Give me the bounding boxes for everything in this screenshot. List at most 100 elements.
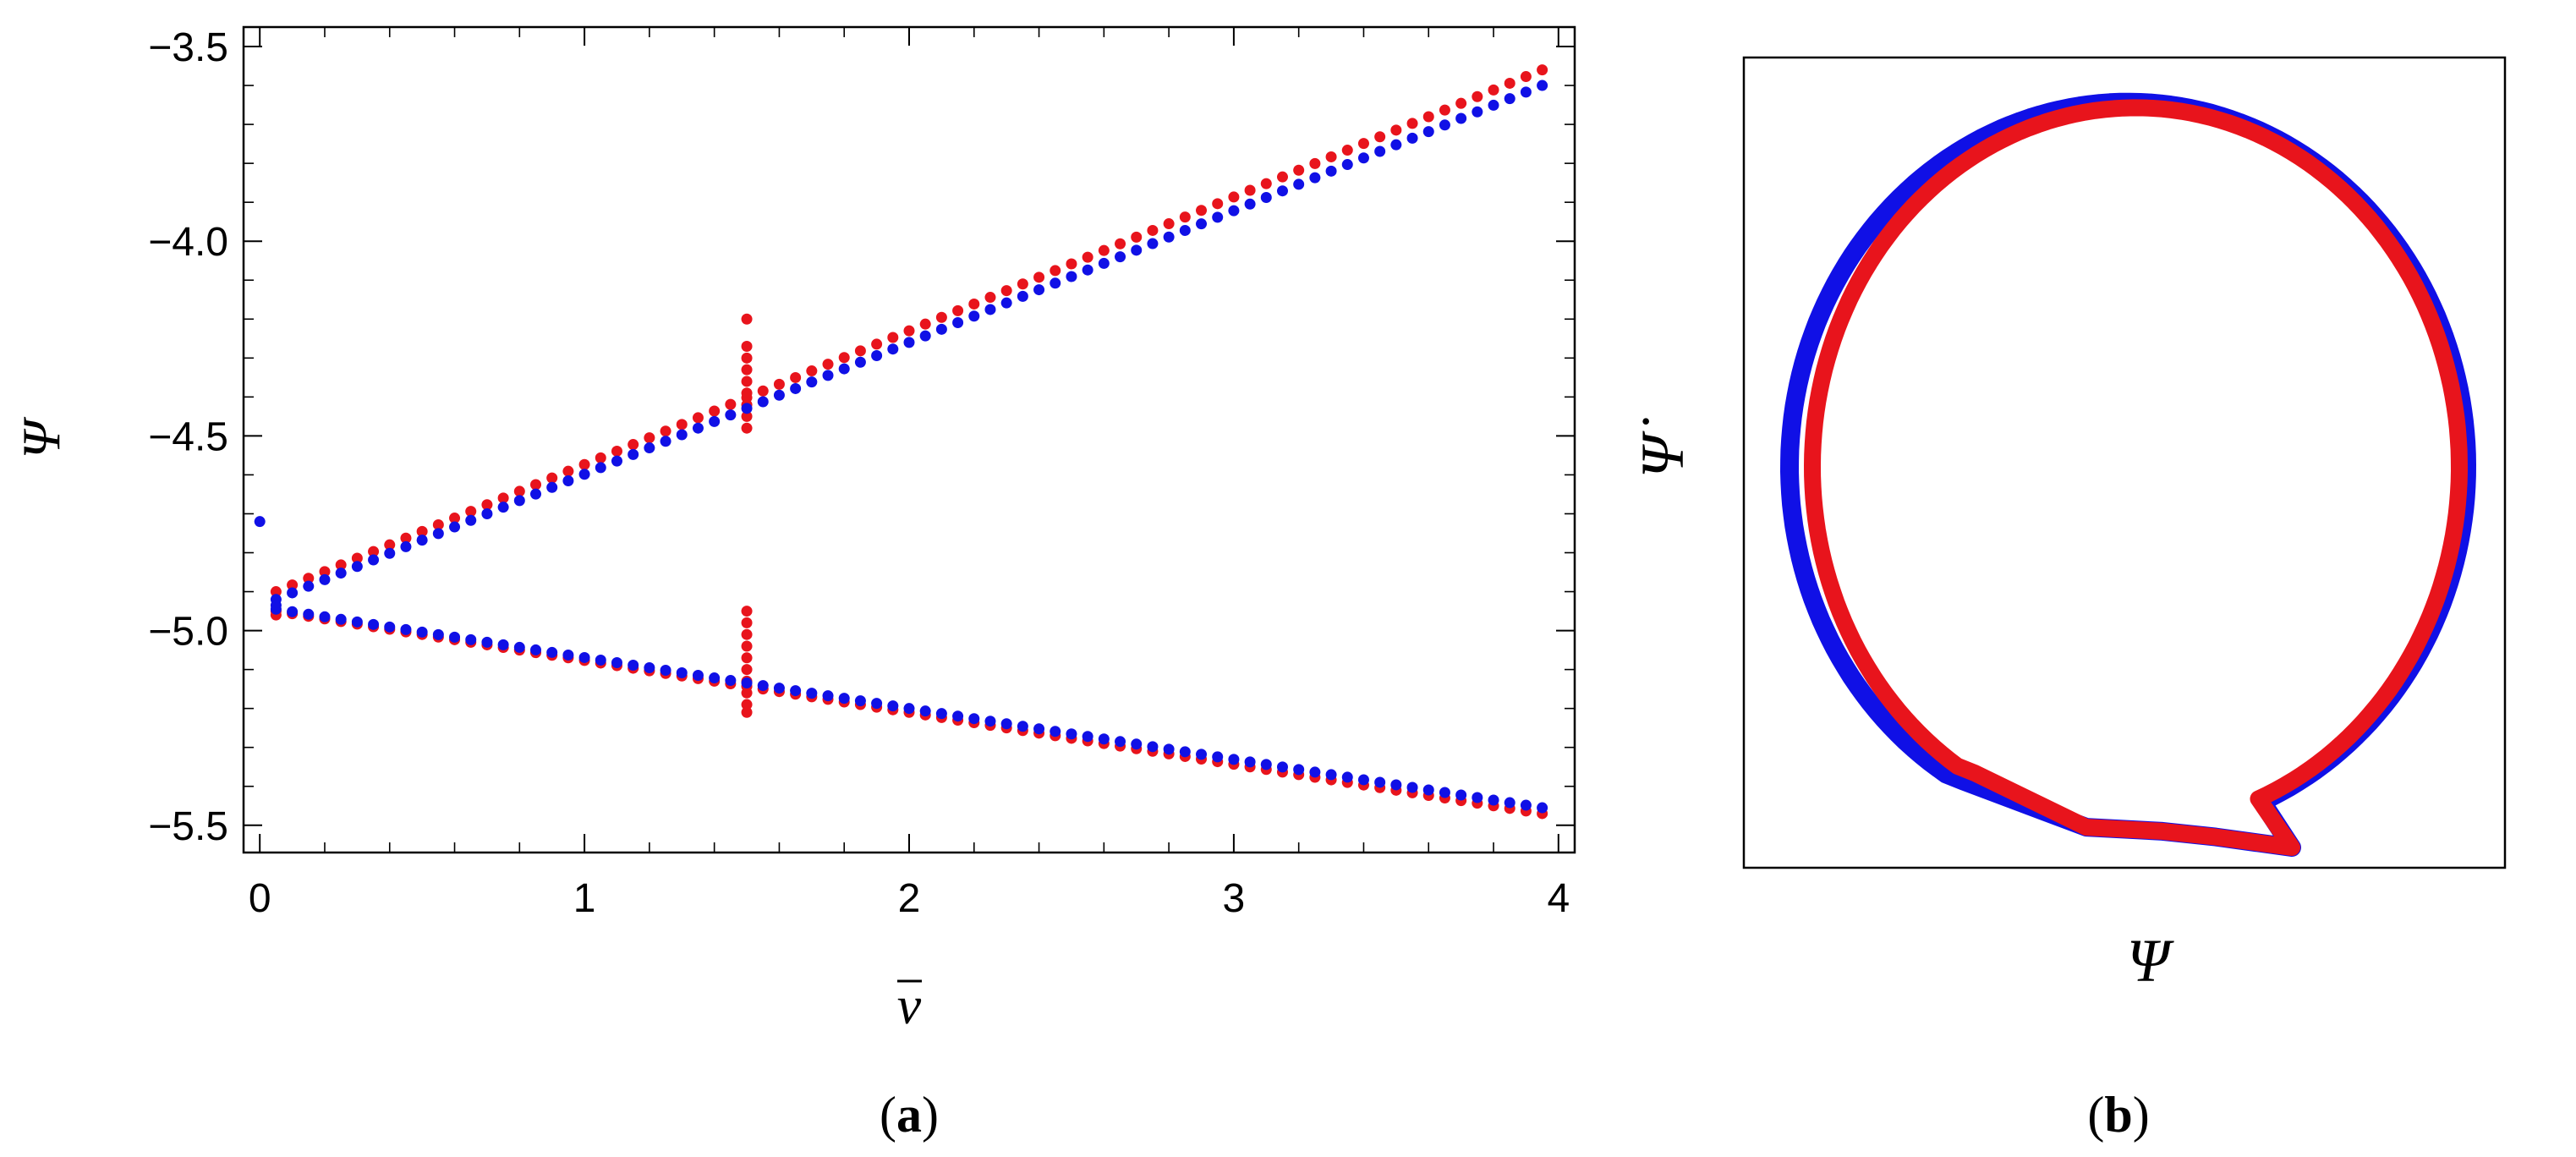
data-point: [449, 521, 461, 533]
data-point: [1098, 733, 1110, 745]
data-point: [903, 337, 915, 348]
data-point: [773, 683, 785, 694]
data-point: [1228, 754, 1240, 765]
data-point: [449, 631, 461, 643]
data-point: [984, 716, 996, 727]
data-point: [1341, 159, 1353, 171]
data-point: [1537, 802, 1548, 814]
data-point: [741, 313, 753, 325]
data-point: [384, 539, 396, 551]
data-point: [1131, 738, 1143, 750]
data-point: [1179, 224, 1191, 236]
data-point: [806, 376, 818, 388]
data-point: [1390, 139, 1402, 151]
data-point: [1260, 192, 1272, 204]
data-point: [1406, 132, 1418, 144]
data-point: [952, 710, 964, 722]
data-point: [757, 680, 769, 692]
data-point: [611, 445, 622, 457]
data-point: [303, 608, 315, 620]
data-point: [1309, 172, 1321, 184]
data-point: [757, 396, 769, 408]
data-point: [822, 359, 834, 370]
data-point: [871, 698, 883, 710]
data-point: [1520, 71, 1532, 83]
data-point: [741, 422, 753, 434]
data-point: [1050, 277, 1061, 289]
data-point: [432, 518, 444, 530]
data-point: [562, 649, 574, 661]
data-point: [644, 432, 655, 444]
data-point: [578, 651, 590, 663]
data-point: [1000, 285, 1012, 297]
data-point: [513, 641, 525, 653]
data-point: [1472, 792, 1483, 803]
data-point: [1520, 799, 1532, 811]
data-point: [1439, 787, 1450, 798]
data-point: [806, 365, 818, 377]
data-point: [741, 403, 753, 414]
data-point: [806, 688, 818, 699]
data-point: [968, 310, 980, 322]
data-point: [1147, 238, 1159, 249]
data-point: [1163, 218, 1175, 230]
data-point: [854, 356, 866, 368]
data-point: [660, 436, 671, 447]
data-point: [1098, 257, 1110, 269]
data-point: [611, 656, 622, 668]
data-point: [1050, 726, 1061, 738]
data-point: [1066, 271, 1077, 282]
data-point: [481, 507, 493, 519]
panel-b-label: (b): [2087, 1087, 2149, 1143]
data-point: [1115, 251, 1126, 263]
data-point: [546, 646, 558, 658]
data-point: [1504, 797, 1515, 809]
data-point: [1439, 104, 1450, 116]
data-point: [303, 573, 315, 584]
data-point: [595, 452, 606, 463]
data-point: [1406, 781, 1418, 793]
data-point: [1228, 205, 1240, 217]
data-point: [1455, 789, 1467, 801]
data-point: [984, 292, 996, 304]
data-point: [287, 579, 299, 591]
data-point: [416, 525, 428, 537]
data-point: [887, 332, 899, 343]
data-point: [1131, 244, 1143, 256]
data-point: [1390, 124, 1402, 136]
data-point: [1082, 251, 1093, 263]
data-point: [530, 644, 542, 655]
data-point: [497, 639, 509, 650]
data-point: [1406, 118, 1418, 129]
data-point: [692, 670, 704, 682]
data-point: [935, 323, 947, 335]
data-point: [741, 699, 753, 710]
data-point: [497, 502, 509, 513]
data-point: [741, 664, 753, 676]
data-point: [676, 667, 688, 679]
data-point: [741, 687, 753, 699]
data-point: [1082, 731, 1093, 743]
data-point: [1276, 761, 1288, 773]
data-point: [741, 341, 753, 353]
data-point: [919, 705, 931, 717]
data-point: [1488, 84, 1499, 96]
data-point: [530, 488, 542, 500]
x-tick-label: 2: [898, 876, 921, 921]
data-point: [1196, 205, 1208, 217]
data-point: [578, 469, 590, 480]
data-point: [919, 330, 931, 342]
data-point: [1276, 171, 1288, 183]
data-point: [351, 561, 363, 573]
data-point: [1163, 231, 1175, 243]
panel-b-x-axis-label: Ψ: [2127, 927, 2175, 995]
panel-b-y-axis-label: Ψ̇: [1629, 418, 1696, 479]
data-point: [1357, 138, 1369, 150]
data-point: [416, 535, 428, 546]
data-point: [432, 528, 444, 540]
data-point: [1147, 741, 1159, 753]
data-point: [984, 304, 996, 315]
data-point: [1309, 157, 1321, 169]
panel-a-tick-labels: 0 1 2 3 4 −3.5 −4.0 −4.5 −5.0 −5.5: [148, 25, 1570, 921]
